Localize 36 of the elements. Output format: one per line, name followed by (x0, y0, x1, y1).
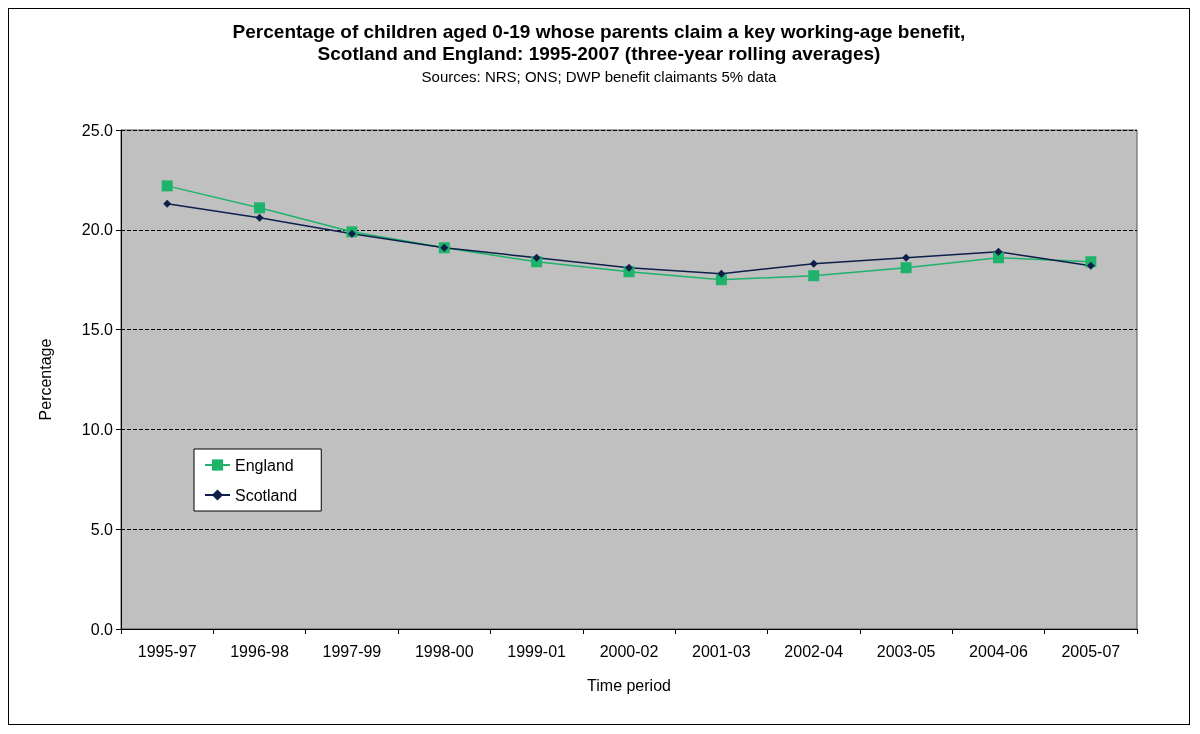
x-axis-title: Time period (587, 676, 671, 694)
point (625, 263, 633, 272)
point (161, 180, 173, 192)
x-tick-label: 2004-06 (969, 642, 1028, 660)
x-tick-label: 1997-99 (322, 642, 382, 660)
x-tick-label: 2005-07 (1061, 642, 1121, 660)
point (994, 247, 1003, 256)
y-tick-label: 10.0 (81, 420, 114, 438)
point (808, 270, 820, 282)
chart-subtitle: Sources: NRS; ONS; DWP benefit claimants 5% data (421, 68, 778, 85)
x-tick-label: 1998-00 (414, 642, 474, 660)
y-tick-label: 15.0 (81, 321, 114, 339)
legend-label: Scotland (235, 486, 298, 504)
point (532, 253, 541, 262)
point (717, 269, 726, 278)
y-tick-label: 25.0 (81, 121, 114, 139)
point (163, 199, 172, 208)
chart-title: Percentage of children aged 0-19 whose parents claim a key working-age benefit, Scotland and England: 1995-2007 (three-year rolling averages) (232, 20, 966, 64)
point (254, 202, 266, 214)
point (1086, 261, 1095, 270)
y-tick-label: 20.0 (81, 221, 114, 239)
y-tick-label: 0.0 (90, 620, 114, 638)
x-tick-label: 2001-03 (692, 642, 751, 660)
point (900, 262, 912, 274)
point (255, 213, 264, 222)
x-tick-label: 1995-97 (137, 642, 197, 660)
legend-label: England (235, 456, 294, 474)
point (809, 259, 818, 268)
x-tick-label: 1999-01 (507, 642, 567, 660)
x-tick-label: 2003-05 (876, 642, 936, 660)
x-tick-label: 1996-98 (230, 642, 290, 660)
point (902, 253, 911, 262)
x-tick-label: 2000-02 (599, 642, 659, 660)
y-axis-title: Percentage (36, 338, 54, 421)
x-tick-label: 2002-04 (784, 642, 844, 660)
y-tick-label: 5.0 (90, 520, 114, 538)
